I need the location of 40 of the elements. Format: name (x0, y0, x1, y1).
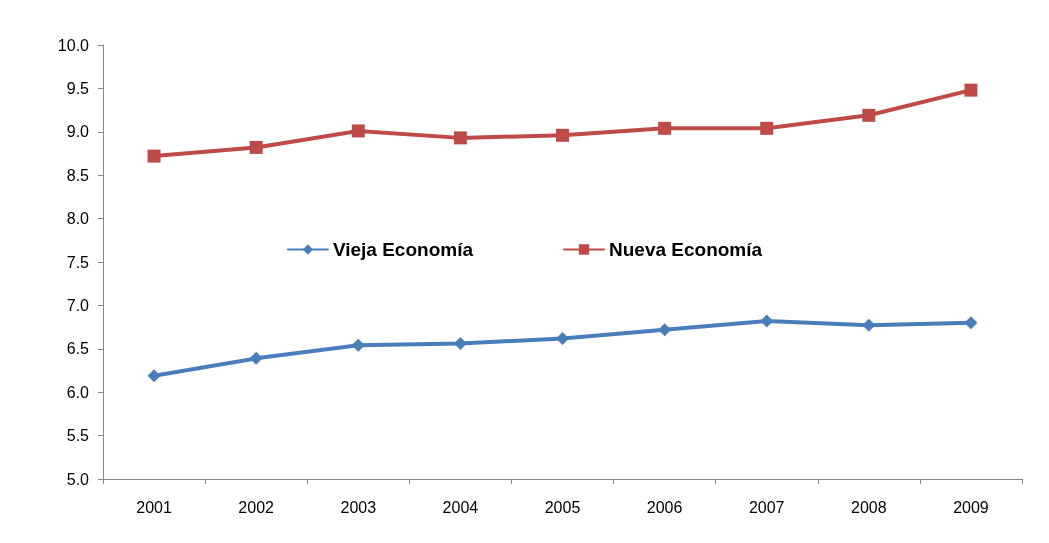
point (760, 314, 774, 328)
legend-label: Nueva Economía (609, 239, 763, 260)
x-tick-label: 2004 (442, 498, 479, 516)
point (658, 323, 672, 337)
x-tick-label: 2005 (544, 498, 581, 516)
y-tick-label: 8.0 (66, 210, 90, 228)
y-tick-label: 7.0 (66, 296, 90, 314)
point (658, 121, 672, 135)
point (351, 124, 365, 138)
y-tick-label: 5.0 (66, 470, 90, 488)
point (556, 331, 569, 345)
y-tick-label: 5.5 (66, 427, 90, 445)
y-tick-label: 9.5 (66, 79, 90, 97)
x-tick-label: 2003 (340, 498, 377, 516)
point (453, 337, 467, 351)
point (453, 131, 467, 145)
y-tick-label: 9.0 (66, 123, 90, 141)
point (249, 351, 263, 365)
legend-label: Vieja Economía (332, 239, 474, 260)
y-tick-label: 6.5 (66, 340, 90, 358)
point (964, 83, 978, 97)
point (556, 128, 569, 142)
x-tick-label: 2002 (238, 498, 275, 516)
y-tick-label: 10.0 (57, 36, 90, 54)
point (760, 121, 774, 135)
x-tick-label: 2008 (851, 498, 887, 516)
point (147, 369, 161, 383)
point (862, 108, 876, 122)
x-tick-label: 2001 (136, 498, 172, 516)
y-tick-label: 6.0 (66, 383, 90, 401)
x-tick-label: 2006 (646, 498, 683, 516)
point (147, 149, 161, 163)
x-tick-label: 2009 (953, 498, 989, 516)
x-tick-label: 2007 (748, 498, 785, 516)
point (964, 316, 978, 330)
point (249, 140, 263, 154)
point (351, 338, 365, 352)
y-tick-label: 8.5 (66, 166, 90, 184)
y-tick-label: 7.5 (66, 253, 90, 271)
point (862, 318, 876, 332)
